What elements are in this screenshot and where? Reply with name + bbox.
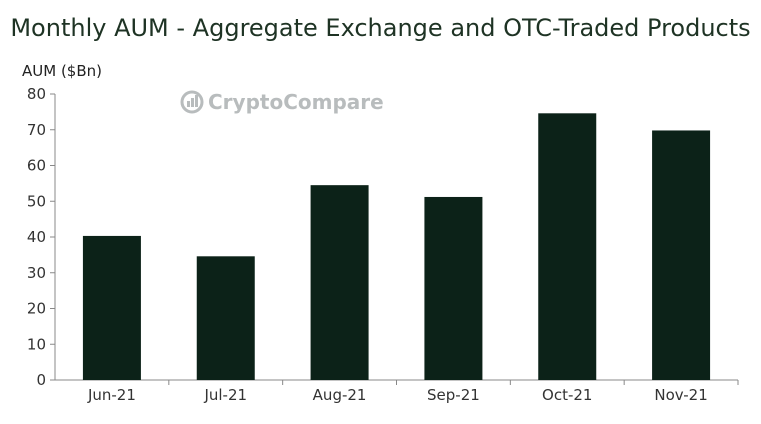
x-tick-label: Sep-21 [427,386,480,404]
y-tick-label: 50 [27,192,46,210]
y-tick-label: 60 [27,157,46,175]
watermark-text-compare: Compare [283,90,384,114]
svg-text:CryptoCompare: CryptoCompare [208,90,384,114]
y-tick-label: 10 [27,335,46,353]
bar-sep-21 [424,196,483,380]
watermark-text-crypto: Crypto [208,90,283,114]
chart-axes [54,94,738,381]
y-tick-label: 70 [27,121,46,139]
bar-nov-21 [652,130,711,380]
bar-jun-21 [82,235,141,380]
x-tick-label: Nov-21 [654,386,707,404]
x-tick-label: Aug-21 [313,386,367,404]
x-tick-label: Oct-21 [542,386,592,404]
chart-title: Monthly AUM - Aggregate Exchange and OTC… [10,14,751,42]
y-tick-label: 80 [27,85,46,103]
x-tick-labels: Jun-21 Jul-21 Aug-21 Sep-21 Oct-21 Nov-21 [87,380,739,404]
y-tick-label: 30 [27,264,46,282]
bar-aug-21 [310,185,369,380]
bar-oct-21 [538,113,597,381]
chart-bars [82,113,711,381]
y-axis-label: AUM ($Bn) [22,62,102,80]
cryptocompare-logo-icon [180,90,204,114]
y-tick-label: 20 [27,300,46,318]
y-tick-labels: 0 10 20 30 40 50 60 70 80 [27,85,55,389]
y-tick-label: 0 [36,371,46,389]
y-tick-label: 40 [27,228,46,246]
bar-jul-21 [196,256,255,380]
x-tick-label: Jul-21 [203,386,247,404]
cryptocompare-watermark: CryptoCompare [180,90,384,114]
x-tick-label: Jun-21 [87,386,136,404]
